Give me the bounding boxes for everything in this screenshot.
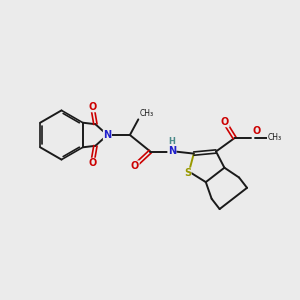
Text: CH₃: CH₃ [268, 134, 282, 142]
Text: H: H [169, 136, 175, 146]
Text: O: O [88, 158, 97, 168]
Text: S: S [184, 168, 191, 178]
Text: N: N [103, 130, 112, 140]
Text: N: N [168, 146, 176, 157]
Text: O: O [221, 117, 229, 127]
Text: O: O [88, 102, 97, 112]
Text: O: O [252, 126, 260, 136]
Text: CH₃: CH₃ [140, 109, 154, 118]
Text: O: O [131, 161, 139, 171]
